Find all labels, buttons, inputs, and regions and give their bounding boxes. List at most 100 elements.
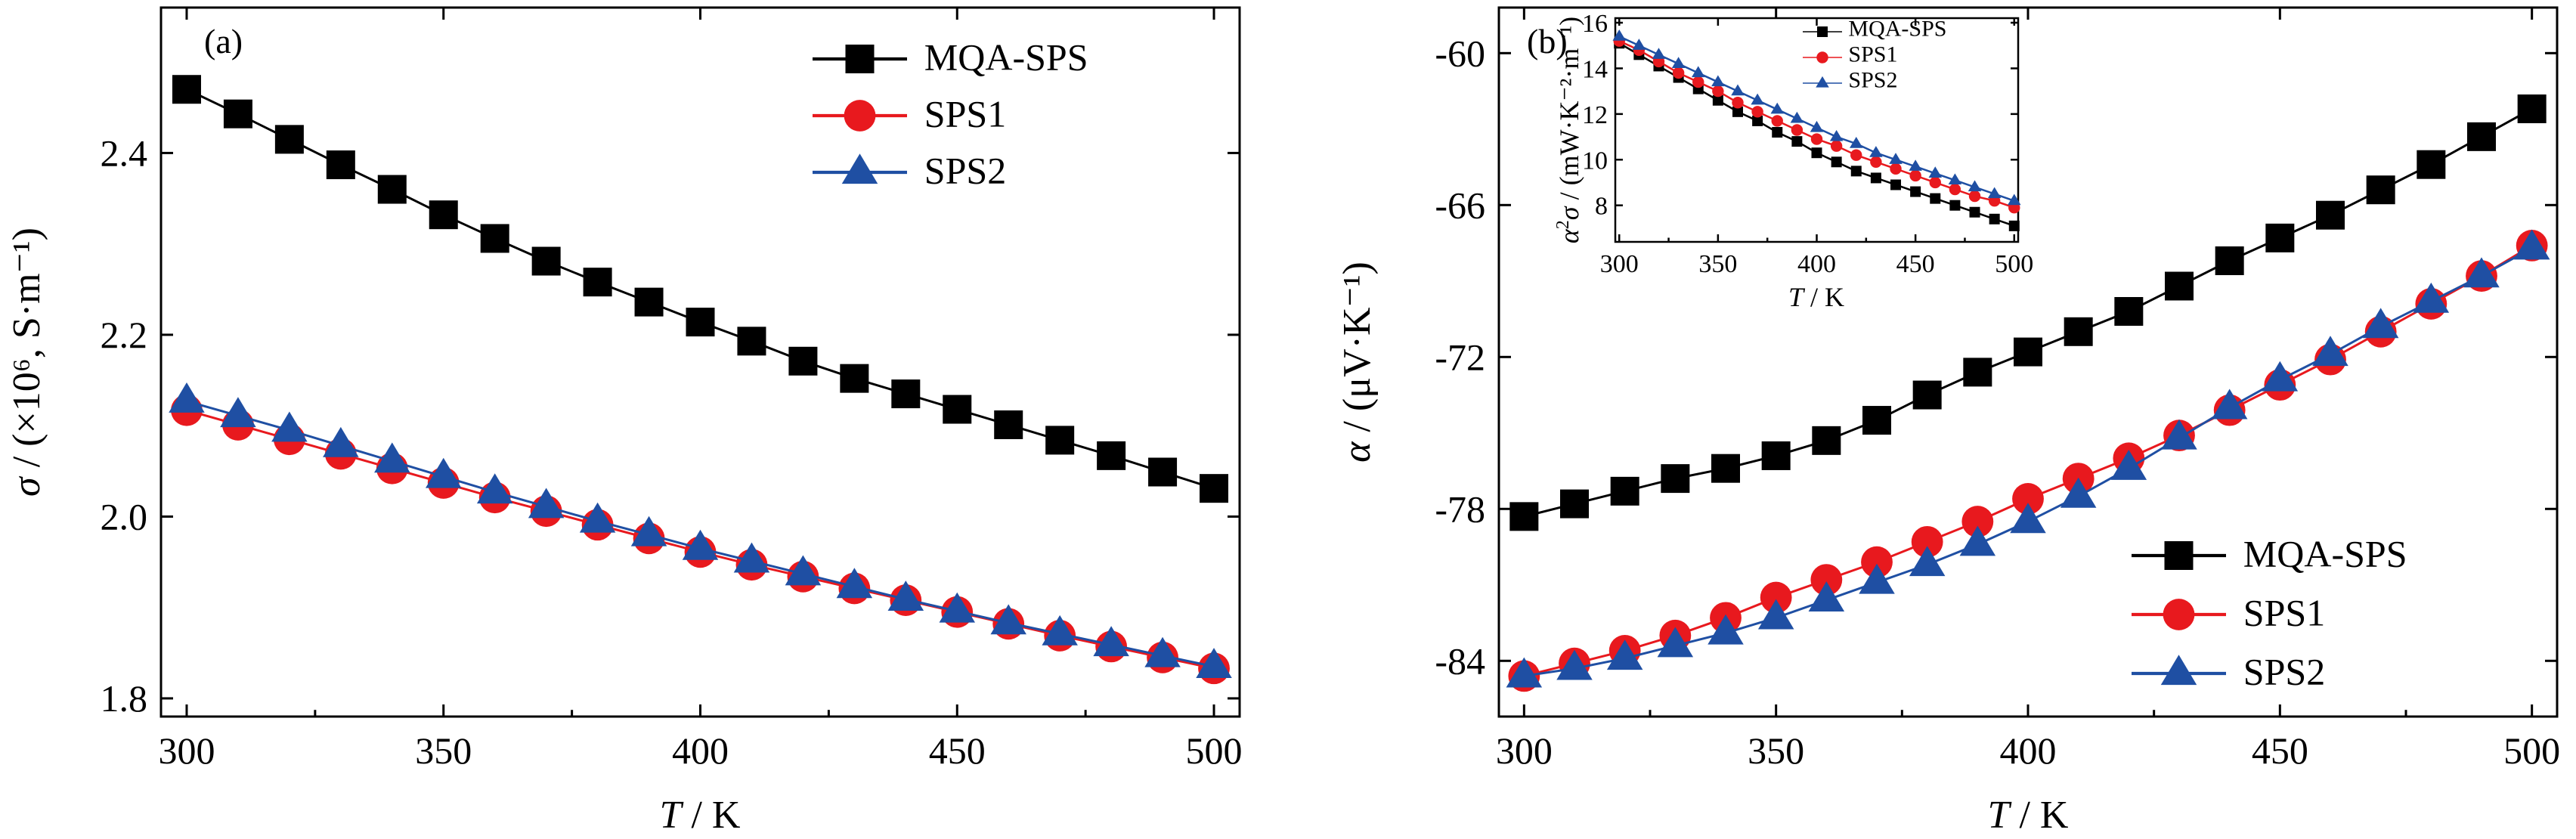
data-point-sps2 bbox=[1093, 626, 1129, 657]
y-tick-label: 2.4 bbox=[101, 132, 148, 174]
inset-x-tick-label: 500 bbox=[1995, 250, 2033, 278]
data-point-sps2 bbox=[169, 382, 205, 413]
inset-data-point-sps1 bbox=[1672, 67, 1685, 79]
data-point-sps2 bbox=[1959, 525, 1996, 556]
data-point-sps2 bbox=[271, 411, 308, 442]
data-point-mqa-sps bbox=[1912, 380, 1942, 410]
inset-y-tick-label: 10 bbox=[1582, 147, 1608, 175]
data-point-sps2 bbox=[425, 457, 462, 488]
data-point-sps2 bbox=[1144, 636, 1181, 667]
data-point-mqa-sps bbox=[480, 224, 509, 253]
data-point-sps2 bbox=[1808, 581, 1845, 612]
y-axis-label-symbol: σ bbox=[5, 475, 48, 497]
legend-marker bbox=[844, 100, 876, 132]
data-point-mqa-sps bbox=[2215, 246, 2244, 275]
inset-data-point-sps1 bbox=[1712, 85, 1724, 98]
inset-data-point-sps1 bbox=[1870, 156, 1882, 168]
data-point-sps2 bbox=[1909, 546, 1946, 577]
y-tick-label: 2.2 bbox=[101, 314, 148, 356]
inset-legend-marker bbox=[1817, 26, 1828, 37]
inset-x-axis-label: T / K bbox=[1788, 282, 1844, 312]
inset-x-tick-label: 300 bbox=[1600, 250, 1639, 278]
inset-x-axis-label-unit: / K bbox=[1804, 282, 1844, 312]
panel-label: (a) bbox=[204, 22, 243, 60]
data-point-mqa-sps bbox=[737, 327, 766, 356]
data-point-sps1 bbox=[1961, 506, 1994, 537]
inset-data-point-sps2 bbox=[1652, 48, 1666, 59]
inset-x-axis-label-symbol: T bbox=[1788, 282, 1806, 312]
y-tick-label: -78 bbox=[1435, 488, 1485, 530]
data-point-sps2 bbox=[528, 488, 565, 519]
data-point-mqa-sps bbox=[2265, 223, 2295, 252]
x-axis-label-symbol: T bbox=[1988, 794, 2012, 837]
inset-data-point-sps1 bbox=[1751, 106, 1763, 118]
x-axis-label-unit: / K bbox=[2009, 794, 2068, 837]
inset-y-axis-label-sup: 2 bbox=[1553, 220, 1573, 229]
inset-data-point-mqa-sps bbox=[1772, 127, 1783, 138]
inset-legend-marker bbox=[1816, 51, 1828, 63]
inset-data-point-mqa-sps bbox=[1969, 206, 1980, 218]
legend-marker bbox=[841, 153, 878, 184]
data-point-sps2 bbox=[2362, 308, 2399, 339]
inset-data-point-sps1 bbox=[1968, 190, 1981, 203]
inset-data-point-sps2 bbox=[1850, 137, 1863, 148]
data-point-mqa-sps bbox=[1711, 454, 1740, 483]
inset-data-point-mqa-sps bbox=[1850, 166, 1862, 177]
data-point-sps2 bbox=[733, 542, 770, 573]
data-point-sps2 bbox=[2463, 257, 2500, 288]
x-tick-label: 400 bbox=[672, 729, 729, 772]
data-point-mqa-sps bbox=[326, 150, 355, 180]
inset-data-point-sps2 bbox=[1928, 166, 1943, 178]
data-point-sps2 bbox=[1196, 648, 1232, 679]
x-tick-label: 300 bbox=[1496, 729, 1553, 772]
data-point-sps2 bbox=[2211, 389, 2248, 420]
inset-data-point-sps1 bbox=[1771, 115, 1783, 127]
inset-data-point-mqa-sps bbox=[1910, 186, 1921, 197]
inset-data-point-mqa-sps bbox=[1811, 147, 1822, 159]
data-point-sps1 bbox=[1911, 525, 1943, 558]
data-point-mqa-sps bbox=[634, 287, 664, 317]
inset-y-tick-label: 14 bbox=[1582, 55, 1608, 83]
legend-marker bbox=[2160, 655, 2197, 686]
y-axis-label-unit: / (×10⁶, S·m⁻¹) bbox=[5, 228, 48, 477]
data-point-sps1 bbox=[1760, 581, 1792, 614]
inset-data-point-sps2 bbox=[1711, 75, 1725, 87]
legend-label: SPS1 bbox=[2243, 591, 2325, 633]
panel-b: 300 350 400 450 500 -84 -78 -72 -66 -60 (b) MQA-SPS… bbox=[1336, 6, 2560, 837]
data-point-mqa-sps bbox=[1560, 489, 1589, 519]
data-point-sps2 bbox=[2513, 229, 2550, 260]
legend-label: SPS1 bbox=[924, 92, 1006, 135]
data-point-mqa-sps bbox=[2417, 150, 2446, 179]
inset-data-point-sps2 bbox=[1731, 84, 1745, 96]
inset-data-point-mqa-sps bbox=[2008, 220, 2020, 231]
inset-data-point-sps1 bbox=[1890, 163, 1902, 175]
data-point-sps1 bbox=[1861, 546, 1893, 578]
inset-data-point-sps2 bbox=[1948, 173, 1962, 185]
data-point-mqa-sps bbox=[2316, 200, 2345, 230]
data-point-mqa-sps bbox=[994, 410, 1023, 439]
inset-data-point-mqa-sps bbox=[1831, 156, 1842, 168]
inset-data-point-mqa-sps bbox=[1732, 106, 1743, 117]
data-point-mqa-sps bbox=[788, 346, 818, 376]
data-point-mqa-sps bbox=[1812, 426, 1841, 455]
inset-legend-label: SPS2 bbox=[1848, 67, 1897, 92]
inset-y-axis-label: α2σ / (mW·K⁻²·m⁻¹) bbox=[1553, 17, 1584, 243]
data-point-sps2 bbox=[1859, 563, 1895, 594]
inset-data-point-mqa-sps bbox=[1752, 115, 1763, 126]
data-point-sps2 bbox=[2010, 503, 2046, 534]
data-point-mqa-sps bbox=[2366, 175, 2395, 205]
plot-frame bbox=[159, 6, 1241, 718]
data-point-mqa-sps bbox=[1045, 426, 1075, 455]
y-tick-label: -66 bbox=[1435, 184, 1485, 226]
data-point-mqa-sps bbox=[377, 175, 407, 204]
data-point-sps2 bbox=[2060, 477, 2097, 508]
data-point-mqa-sps bbox=[429, 200, 458, 230]
data-point-mqa-sps bbox=[531, 246, 561, 276]
data-point-mqa-sps bbox=[2517, 94, 2547, 123]
data-point-sps2 bbox=[836, 568, 873, 599]
x-axis-label-unit: / K bbox=[681, 794, 740, 837]
data-point-sps2 bbox=[476, 473, 513, 504]
inset-data-point-sps1 bbox=[1830, 140, 1843, 152]
